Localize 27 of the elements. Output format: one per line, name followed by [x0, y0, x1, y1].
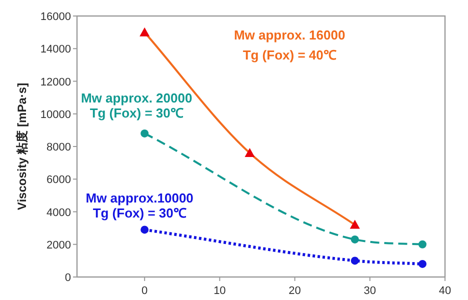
x-tick-label: 30 — [364, 285, 376, 297]
series-label: Mw approx.10000 Tg (Fox) = 30℃ — [86, 190, 194, 221]
point — [140, 129, 149, 138]
text: Mw approx. 16000 Tg (Fox) = 40℃ — [234, 27, 346, 62]
point — [350, 220, 360, 229]
series-label: Mw approx. 20000 Tg (Fox) = 30℃ — [80, 90, 192, 120]
y-tick-label: 10000 — [40, 108, 71, 121]
point — [350, 256, 359, 265]
y-tick-label: 14000 — [40, 44, 71, 56]
x-tick-label: 10 — [214, 285, 226, 297]
point — [140, 27, 150, 36]
point — [140, 226, 149, 234]
x-tick-label: 20 — [288, 285, 301, 297]
y-tick-label: 8000 — [46, 142, 71, 154]
point — [418, 240, 426, 248]
y-tick-label: 4000 — [46, 206, 71, 219]
point — [350, 235, 359, 244]
x-tick-label: 0 — [142, 285, 148, 297]
y-tick-label: 12000 — [40, 76, 71, 88]
y-axis-title: Viscosity 粘度 [mPa·s] — [15, 82, 29, 210]
y-tick-label: 0 — [64, 272, 71, 284]
y-tick-label: 2000 — [46, 239, 71, 252]
x-tick-label: 40 — [438, 285, 452, 297]
y-tick-label: 6000 — [46, 174, 71, 186]
y-tick-label: 16000 — [40, 11, 71, 23]
point — [244, 148, 255, 158]
point — [418, 260, 426, 268]
